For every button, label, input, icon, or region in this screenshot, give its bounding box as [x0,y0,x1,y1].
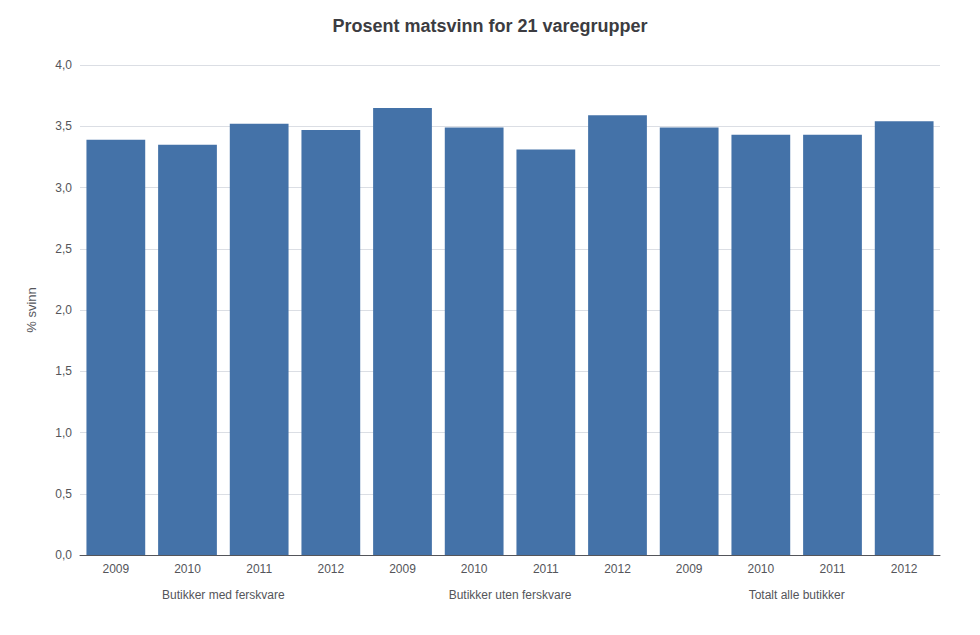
svg-text:2010: 2010 [747,562,774,576]
svg-text:2,0: 2,0 [55,303,72,317]
svg-text:Prosent matsvinn for 21 varegr: Prosent matsvinn for 21 varegrupper [332,16,647,36]
svg-text:2009: 2009 [389,562,416,576]
svg-text:0,5: 0,5 [55,487,72,501]
svg-text:2009: 2009 [676,562,703,576]
svg-text:3,0: 3,0 [55,181,72,195]
svg-text:2010: 2010 [174,562,201,576]
svg-text:Butikker med ferskvare: Butikker med ferskvare [162,588,285,602]
svg-text:4,0: 4,0 [55,58,72,72]
svg-text:2009: 2009 [102,562,129,576]
svg-text:2011: 2011 [533,562,559,576]
svg-text:2010: 2010 [461,562,488,576]
svg-text:1,0: 1,0 [55,426,72,440]
svg-text:2012: 2012 [317,562,344,576]
svg-text:2012: 2012 [604,562,631,576]
svg-text:% svinn: % svinn [24,287,39,333]
svg-text:2011: 2011 [820,562,846,576]
svg-text:2,5: 2,5 [55,242,72,256]
svg-text:0,0: 0,0 [55,548,72,562]
svg-text:Butikker uten ferskvare: Butikker uten ferskvare [449,588,572,602]
svg-text:2012: 2012 [891,562,918,576]
svg-text:3,5: 3,5 [55,119,72,133]
svg-text:2011: 2011 [246,562,272,576]
svg-text:Totalt alle butikker: Totalt alle butikker [749,588,845,602]
svg-text:1,5: 1,5 [55,364,72,378]
